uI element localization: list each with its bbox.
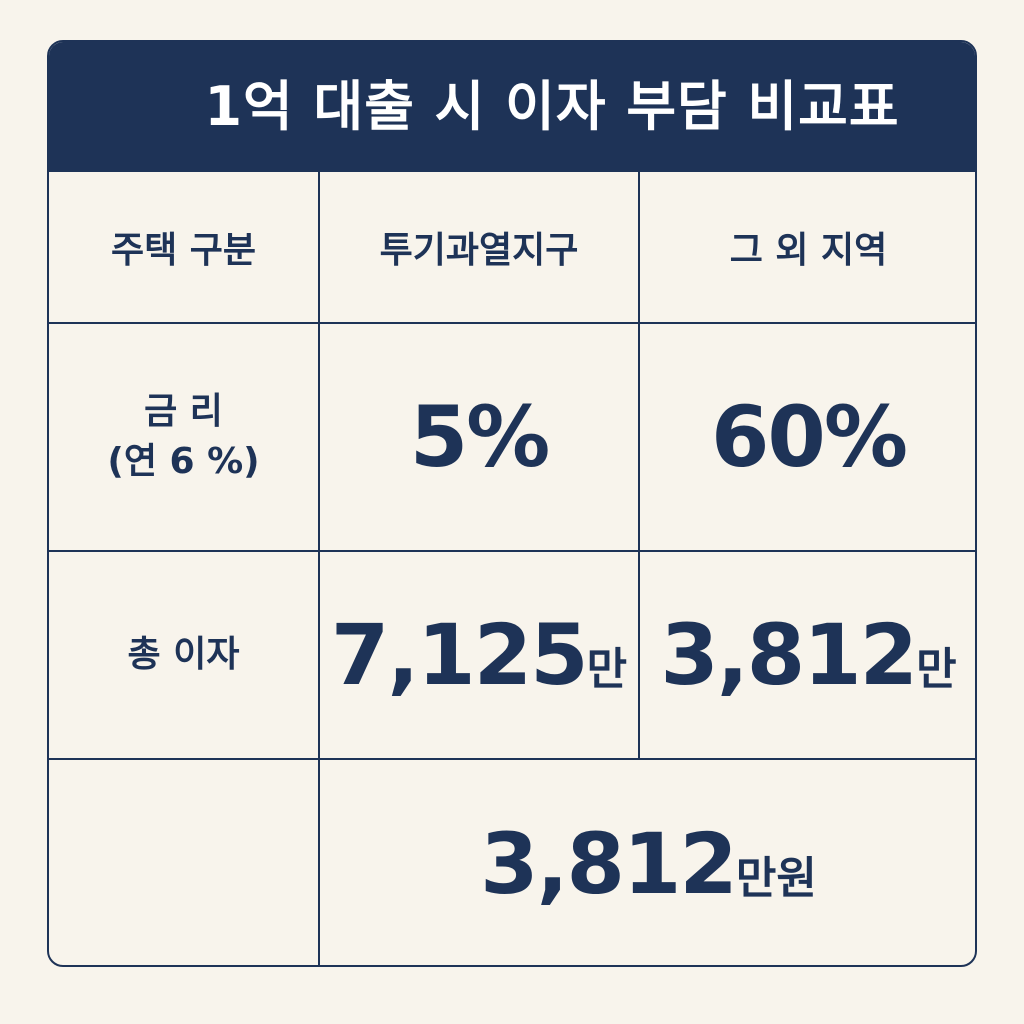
value-text: 7,125	[330, 606, 589, 704]
total-value: 3,812	[480, 814, 738, 913]
row-label: 금 리	[144, 390, 223, 432]
comparison-table: 1억 대출 시 이자 부담 비교표 주택 구분 투기과열지구 그 외 지역 금 …	[47, 40, 977, 967]
value-text: 60%	[710, 388, 908, 486]
header-text: 그 외 지역	[729, 230, 888, 271]
header-cell: 주택 구분	[49, 172, 320, 324]
empty-cell	[49, 760, 320, 965]
total-unit: 만원	[735, 852, 817, 904]
header-text: 주택 구분	[110, 230, 256, 271]
table-title: 1억 대출 시 이자 부담 비교표	[204, 75, 900, 138]
row-label-cell: 총 이자	[49, 552, 320, 760]
header-cell: 그 외 지역	[640, 172, 975, 324]
merged-cell: 3,812 만원	[320, 760, 975, 965]
value-cell: 60%	[640, 324, 975, 552]
header-text: 투기과열지구	[379, 230, 579, 271]
title-band	[49, 42, 975, 172]
value-text: 5%	[409, 388, 551, 486]
value-cell: 5%	[320, 324, 640, 552]
value-unit: 만	[916, 644, 957, 695]
row-label-cell: 금 리 (연 6 %)	[49, 324, 320, 552]
row-label-note: (연 6 %)	[107, 441, 260, 482]
value-cell: 3,812 만	[640, 552, 975, 760]
row-label: 총 이자	[127, 633, 240, 675]
value-cell: 7,125 만	[320, 552, 640, 760]
value-text: 3,812	[660, 606, 918, 704]
value-unit: 만	[586, 644, 628, 695]
header-cell: 투기과열지구	[320, 172, 640, 324]
